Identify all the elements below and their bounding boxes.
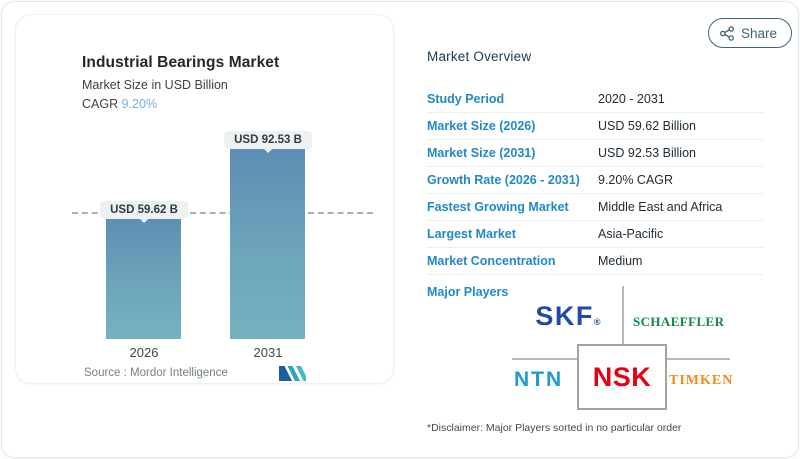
bar-value-label-2026: USD 59.62 B xyxy=(100,201,188,219)
chart-subtitle: Market Size in USD Billion xyxy=(82,78,228,92)
players-vertical-divider xyxy=(622,286,624,344)
chart-panel: Industrial Bearings Market Market Size i… xyxy=(15,14,394,384)
schaeffler-logo: SCHAEFFLER xyxy=(633,314,725,329)
skf-logo-text: SKF xyxy=(535,301,594,331)
row-value: Asia-Pacific xyxy=(598,227,664,241)
cagr-label: CAGR xyxy=(82,97,119,111)
row-value: USD 92.53 Billion xyxy=(598,146,696,160)
share-icon xyxy=(720,25,734,41)
registered-mark: ® xyxy=(593,317,601,327)
row-value: Medium xyxy=(598,254,643,268)
bar-value-label-2031: USD 92.53 B xyxy=(224,131,312,149)
row-label: Market Size (2031) xyxy=(427,146,536,160)
bar-2026 xyxy=(106,213,181,339)
disclaimer-text: *Disclaimer: Major Players sorted in no … xyxy=(427,422,682,434)
x-axis-label-2031: 2031 xyxy=(253,345,283,360)
chart-cagr: CAGR 9.20% xyxy=(82,97,157,111)
reference-dashed-line xyxy=(72,212,373,214)
row-value: USD 59.62 Billion xyxy=(598,119,696,133)
overview-heading: Market Overview xyxy=(427,49,532,64)
source-attribution: Source : Mordor Intelligence xyxy=(84,367,228,379)
row-label: Market Concentration xyxy=(427,254,556,268)
source-label: Source : xyxy=(84,367,127,379)
row-label: Study Period xyxy=(427,92,505,106)
nsk-logo: NSK xyxy=(577,344,667,410)
share-button-label: Share xyxy=(741,25,778,41)
table-row-market-size-2031: Market Size (2031) USD 92.53 Billion xyxy=(427,140,764,167)
row-label: Growth Rate (2026 - 2031) xyxy=(427,173,580,187)
table-row-growth-rate: Growth Rate (2026 - 2031) 9.20% CAGR xyxy=(427,167,764,194)
ntn-logo: NTN xyxy=(514,368,564,391)
table-row-market-size-2026: Market Size (2026) USD 59.62 Billion xyxy=(427,113,764,140)
table-row-largest-market: Largest Market Asia-Pacific xyxy=(427,221,764,248)
table-row-study-period: Study Period 2020 - 2031 xyxy=(427,86,764,113)
row-label: Fastest Growing Market xyxy=(427,200,569,214)
timken-logo: TIMKEN xyxy=(669,373,734,388)
cagr-value: 9.20% xyxy=(121,97,158,111)
bar-2031 xyxy=(230,143,305,339)
row-value: 2020 - 2031 xyxy=(598,92,665,106)
skf-logo: SKF® xyxy=(518,301,618,332)
major-players-label: Major Players xyxy=(427,285,509,299)
row-value: Middle East and Africa xyxy=(598,200,723,214)
share-button[interactable]: Share xyxy=(708,18,793,48)
row-label: Market Size (2026) xyxy=(427,119,536,133)
row-label: Largest Market xyxy=(427,227,516,241)
table-row-fastest-growing-market: Fastest Growing Market Middle East and A… xyxy=(427,194,764,221)
row-value: 9.20% CAGR xyxy=(598,173,674,187)
source-value: Mordor Intelligence xyxy=(130,367,228,379)
overview-table: Study Period 2020 - 2031 Market Size (20… xyxy=(427,86,764,275)
x-axis-label-2026: 2026 xyxy=(129,345,159,360)
table-row-market-concentration: Market Concentration Medium xyxy=(427,248,764,275)
mordor-intelligence-logo-icon xyxy=(279,366,306,381)
nsk-logo-text: NSK xyxy=(592,361,652,392)
chart-title: Industrial Bearings Market xyxy=(82,54,280,71)
